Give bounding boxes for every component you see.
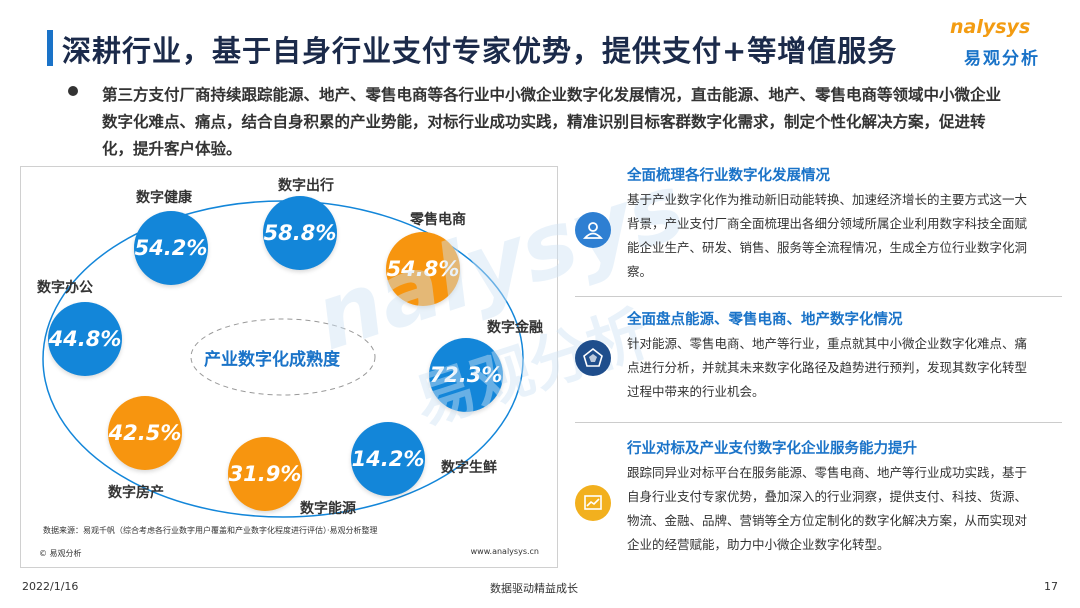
bubble-5: 14.2% (351, 422, 425, 496)
section-3-body: 跟踪同异业对标平台在服务能源、零售电商、地产等行业成功实践，基于自身行业支付专家… (627, 465, 1028, 552)
intro-text: 第三方支付厂商持续跟踪能源、地产、零售电商等各行业中小微企业数字化发展情况，直击… (102, 86, 1002, 158)
bubble-8: 44.8% (48, 302, 122, 376)
section-3-title: 行业对标及产业支付数字化企业服务能力提升 (627, 441, 917, 457)
maturity-chart: 产业数字化成熟度 54.2% 数字健康 58.8% 数字出行 54.8% 零售电商 72.3… (20, 166, 558, 568)
footer-date: 2022/1/16 (22, 580, 79, 593)
divider-1 (575, 296, 1062, 297)
section-1-title: 全面梳理各行业数字化发展情况 (627, 168, 830, 184)
analysys-logo: nalysys 易观分析 (942, 16, 1052, 70)
bubble-4: 72.3% (429, 338, 503, 412)
bubble-value: 42.5% (108, 421, 182, 445)
bubble-label: 数字办公 (37, 280, 93, 296)
section-2-body: 针对能源、零售电商、地产等行业，重点就其中小微企业数字化难点、痛点进行分析，并就… (627, 336, 1028, 399)
bubble-label: 数字能源 (300, 501, 356, 517)
section-2-title: 全面盘点能源、零售电商、地产数字化情况 (627, 312, 903, 328)
bubble-value: 54.2% (134, 236, 208, 260)
bubble-6: 31.9% (228, 437, 302, 511)
section-1-body: 基于产业数字化作为推动新旧动能转换、加速经济增长的主要方式这一大背景，产业支付厂… (627, 192, 1028, 279)
bubble-value: 58.8% (263, 221, 337, 245)
bubble-2: 58.8% (263, 196, 337, 270)
bullet-icon (68, 86, 78, 96)
bubble-1: 54.2% (134, 211, 208, 285)
title-accent-bar (47, 30, 53, 66)
bubble-label: 数字健康 (136, 190, 192, 206)
footer-slogan: 数据驱动精益成长 (490, 582, 578, 595)
page-title: 深耕行业，基于自身行业支付专家优势，提供支付+等增值服务 (62, 34, 898, 68)
pentagon-chart-icon (575, 340, 611, 376)
logo-word: nalysys (950, 16, 1031, 38)
bubble-value: 14.2% (351, 447, 425, 471)
bubble-label: 数字房产 (108, 485, 164, 501)
bubble-value: 31.9% (228, 462, 302, 486)
bubble-value: 44.8% (48, 327, 122, 351)
page-number: 17 (1044, 580, 1058, 593)
center-label: 产业数字化成熟度 (204, 350, 340, 370)
person-icon (575, 212, 611, 248)
trend-chart-icon (575, 485, 611, 521)
bubble-value: 54.8% (386, 257, 460, 281)
bubble-3: 54.8% (386, 232, 460, 306)
divider-2 (575, 422, 1062, 423)
data-source: 数据来源：易观千帆（综合考虑各行业数字用户覆盖和产业数字化程度进行评估）·易观分… (43, 526, 378, 535)
bubble-label: 数字生鲜 (441, 460, 497, 476)
logo-cn: 易观分析 (964, 49, 1040, 69)
bubble-label: 零售电商 (410, 212, 466, 228)
copyright: © 易观分析 (39, 549, 82, 558)
bubble-7: 42.5% (108, 396, 182, 470)
bubble-label: 数字出行 (278, 178, 334, 194)
bubble-value: 72.3% (429, 363, 503, 387)
website: www.analysys.cn (470, 547, 539, 556)
bubble-label: 数字金融 (487, 320, 543, 336)
